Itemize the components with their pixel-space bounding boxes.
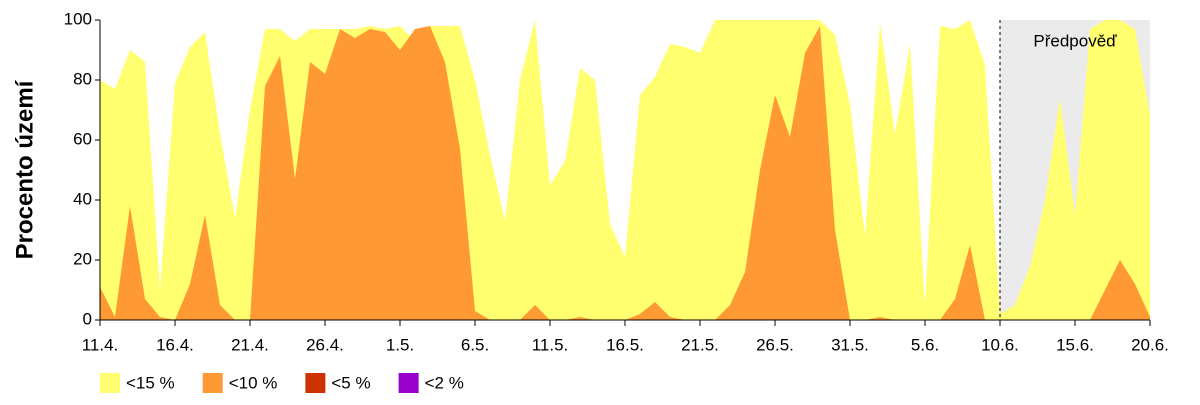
legend-label: <2 % bbox=[425, 373, 464, 392]
legend-label: <10 % bbox=[229, 373, 278, 392]
y-tick-label: 60 bbox=[73, 129, 92, 148]
legend-label: <15 % bbox=[126, 373, 175, 392]
legend-swatch bbox=[305, 373, 326, 393]
x-tick-label: 31.5. bbox=[831, 335, 869, 354]
y-tick-label: 20 bbox=[73, 249, 92, 268]
legend-swatch bbox=[398, 373, 419, 393]
legend-swatch bbox=[100, 373, 120, 393]
y-tick-label: 0 bbox=[83, 309, 92, 328]
legend-label: <5 % bbox=[331, 373, 370, 392]
y-tick-label: 100 bbox=[64, 9, 92, 28]
x-tick-label: 16.4. bbox=[156, 335, 194, 354]
x-tick-label: 26.5. bbox=[756, 335, 794, 354]
forecast-label: Předpověď bbox=[1033, 31, 1117, 50]
x-tick-label: 6.5. bbox=[461, 335, 489, 354]
x-tick-label: 1.5. bbox=[386, 335, 414, 354]
x-tick-label: 20.6. bbox=[1131, 335, 1169, 354]
y-tick-label: 80 bbox=[73, 69, 92, 88]
x-tick-label: 5.6. bbox=[911, 335, 939, 354]
x-tick-label: 26.4. bbox=[306, 335, 344, 354]
y-tick-label: 40 bbox=[73, 189, 92, 208]
x-tick-label: 11.4. bbox=[82, 335, 119, 354]
x-tick-label: 21.4. bbox=[231, 335, 269, 354]
x-tick-label: 16.5. bbox=[606, 335, 644, 354]
y-axis-label: Procento území bbox=[11, 79, 38, 259]
x-tick-label: 10.6. bbox=[981, 335, 1019, 354]
area bbox=[100, 26, 1150, 320]
x-tick-label: 11.5. bbox=[532, 335, 569, 354]
x-tick-label: 21.5. bbox=[681, 335, 719, 354]
x-tick-label: 15.6. bbox=[1056, 335, 1094, 354]
legend-swatch bbox=[202, 373, 223, 393]
